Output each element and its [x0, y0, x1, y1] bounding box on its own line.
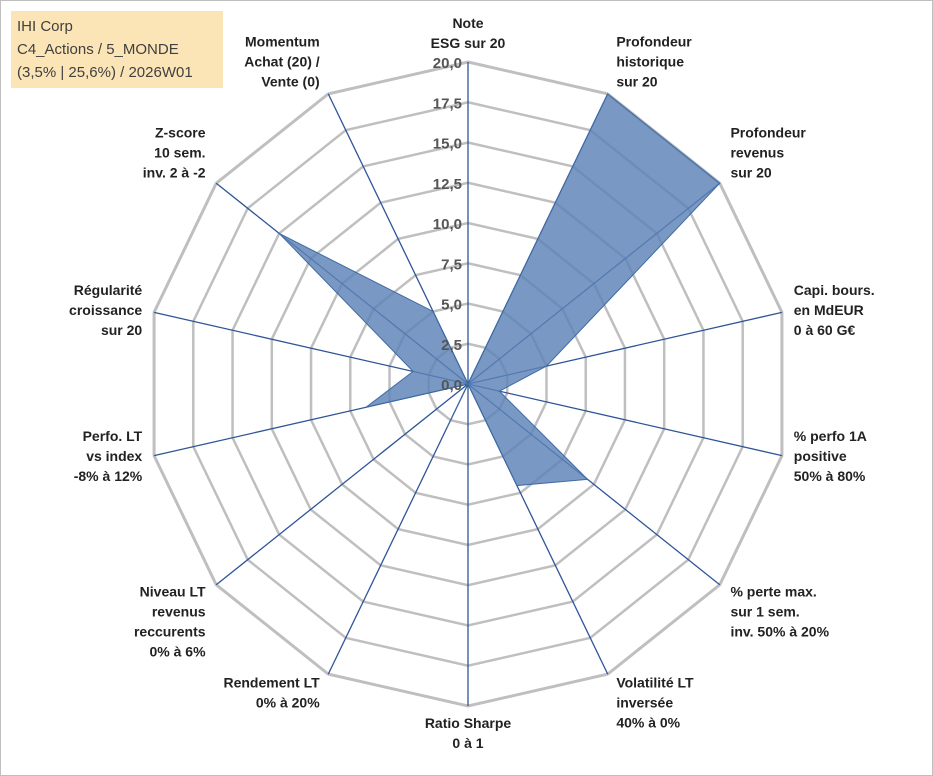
category-label-line: croissance — [69, 302, 142, 318]
tick-label: 5,0 — [441, 297, 462, 314]
category-label-line: Niveau LT — [140, 584, 206, 600]
category-label-line: Z-score — [155, 124, 206, 140]
info-box: IHI Corp C4_Actions / 5_MONDE (3,5% | 25… — [11, 11, 223, 88]
category-label: Régularité croissance sur 20 — [69, 282, 142, 338]
category-label-line: 10 sem. — [154, 144, 205, 160]
axis-spoke — [327, 383, 469, 675]
category-label-line: ESG sur 20 — [431, 35, 506, 51]
category-label-line: Profondeur — [730, 124, 806, 140]
category-label-line: Note — [452, 15, 483, 31]
category-label-line: Capi. bours. — [794, 282, 875, 298]
category-label-line: Rendement LT — [223, 675, 320, 691]
category-label-line: 40% à 0% — [616, 715, 680, 731]
tick-label: 15,0 — [433, 136, 462, 153]
category-label: Volatilité LT inversée 40% à 0% — [616, 675, 694, 731]
category-label-line: 0% à 20% — [256, 695, 320, 711]
tick-layer: 0,0 2,5 5,0 7,5 10,0 12,5 15,0 17,5 20,0 — [433, 55, 462, 394]
category-label: Capi. bours. en MdEUR 0 à 60 G€ — [794, 282, 875, 338]
tick-label: 17,5 — [433, 95, 462, 112]
tick-label: 20,0 — [433, 55, 462, 72]
category-label: Profondeur historique sur 20 — [616, 33, 692, 89]
category-label-line: sur 20 — [616, 73, 657, 89]
category-label-line: sur 20 — [101, 322, 142, 338]
category-label-line: revenus — [730, 144, 784, 160]
category-label: % perfo 1A positive 50% à 80% — [794, 428, 867, 484]
info-stats: (3,5% | 25,6%) / 2026W01 — [17, 64, 193, 81]
category-label-line: inversée — [616, 695, 673, 711]
category-label-line: inv. 50% à 20% — [730, 624, 829, 640]
category-label: Momentum Achat (20) / Vente (0) — [244, 33, 320, 89]
category-label-line: 0 à 1 — [452, 735, 483, 751]
category-label: Perfo. LT vs index -8% à 12% — [74, 428, 143, 484]
category-label-line: Ratio Sharpe — [425, 715, 512, 731]
axis-spoke — [467, 383, 783, 457]
category-label-line: Achat (20) / — [244, 53, 320, 69]
tick-label: 0,0 — [441, 377, 462, 394]
category-label-line: historique — [616, 53, 684, 69]
category-label-line: Régularité — [74, 282, 143, 298]
tick-label: 12,5 — [433, 176, 462, 193]
category-label-line: vs index — [86, 448, 142, 464]
category-label-line: inv. 2 à -2 — [143, 164, 206, 180]
category-label-line: reccurents — [134, 624, 206, 640]
category-label-line: Momentum — [245, 33, 320, 49]
category-label-line: Profondeur — [616, 33, 692, 49]
category-label: Profondeur revenus sur 20 — [730, 124, 806, 180]
category-label-line: sur 1 sem. — [730, 604, 799, 620]
category-label-line: 0 à 60 G€ — [794, 322, 856, 338]
info-company: IHI Corp — [17, 18, 73, 35]
label-layer: Note ESG sur 20 Profondeur historique sur 20… — [69, 15, 875, 751]
category-label-line: % perte max. — [730, 584, 816, 600]
category-label-line: Perfo. LT — [83, 428, 143, 444]
tick-label: 2,5 — [441, 337, 462, 354]
category-label-line: 0% à 6% — [150, 644, 207, 660]
category-label: Rendement LT 0% à 20% — [223, 675, 320, 711]
category-label-line: sur 20 — [730, 164, 771, 180]
series-layer — [278, 93, 721, 487]
category-label-line: revenus — [152, 604, 206, 620]
category-label-line: Vente (0) — [261, 73, 319, 89]
category-label-line: Volatilité LT — [616, 675, 694, 691]
category-label-line: positive — [794, 448, 847, 464]
tick-label: 7,5 — [441, 256, 462, 273]
category-label: Z-score 10 sem. inv. 2 à -2 — [143, 124, 206, 180]
category-label: Note ESG sur 20 — [431, 15, 506, 51]
category-label-line: % perfo 1A — [794, 428, 867, 444]
tick-label: 10,0 — [433, 216, 462, 233]
category-label: Ratio Sharpe 0 à 1 — [425, 715, 512, 751]
category-label: Niveau LT revenus reccurents 0% à 6% — [134, 584, 206, 660]
info-portfolio: C4_Actions / 5_MONDE — [17, 41, 179, 58]
category-label: % perte max. sur 1 sem. inv. 50% à 20% — [730, 584, 829, 640]
category-label-line: -8% à 12% — [74, 468, 143, 484]
category-label-line: en MdEUR — [794, 302, 864, 318]
axis-spoke — [215, 383, 469, 586]
category-label-line: 50% à 80% — [794, 468, 866, 484]
